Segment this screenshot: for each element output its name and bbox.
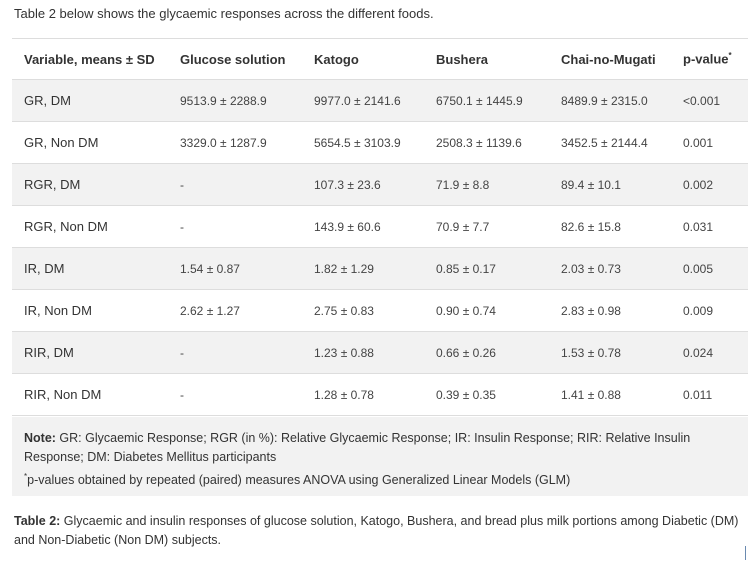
cell-p-value: 0.001 bbox=[671, 121, 748, 164]
table-row: RGR, Non DM -143.9 ± 60.6 70.9 ± 7.7 82.6 ±… bbox=[12, 205, 748, 248]
cell-glucose-solution: 1.54 ± 0.87 bbox=[168, 247, 302, 290]
table-caption: Table 2: Glycaemic and insulin responses… bbox=[14, 512, 744, 550]
cell-chai-no-mugati: 2.83 ± 0.98 bbox=[549, 289, 671, 332]
cell-glucose-solution: - bbox=[168, 373, 302, 416]
table-row: IR, Non DM 2.62 ± 1.27 2.75 ± 0.83 0.90 ± 0… bbox=[12, 289, 748, 332]
cell-p-value: 0.009 bbox=[671, 289, 748, 332]
table-note: Note: GR: Glycaemic Response; RGR (in %)… bbox=[12, 417, 748, 496]
table-row: RIR, Non DM -1.28 ± 0.78 0.39 ± 0.35 1.41 ±… bbox=[12, 373, 748, 416]
glycaemic-response-table: Variable, means ± SD Glucose solution Ka… bbox=[12, 39, 748, 416]
cell-glucose-solution: 9513.9 ± 2288.9 bbox=[168, 79, 302, 122]
cell-katogo: 1.82 ± 1.29 bbox=[302, 247, 424, 290]
caption-text: Glycaemic and insulin responses of gluco… bbox=[14, 514, 739, 547]
cell-bushera: 71.9 ± 8.8 bbox=[424, 163, 549, 206]
cell-chai-no-mugati: 1.53 ± 0.78 bbox=[549, 331, 671, 374]
cell-chai-no-mugati: 8489.9 ± 2315.0 bbox=[549, 79, 671, 122]
cell-p-value: <0.001 bbox=[671, 79, 748, 122]
cell-katogo: 1.23 ± 0.88 bbox=[302, 331, 424, 374]
note-label: Note: bbox=[24, 431, 56, 445]
cell-p-value: 0.011 bbox=[671, 373, 748, 416]
caption-label: Table 2: bbox=[14, 514, 61, 528]
table-row: RGR, DM -107.3 ± 23.6 71.9 ± 8.8 89.4 ± 10.… bbox=[12, 163, 748, 206]
cell-variable: IR, DM bbox=[12, 247, 168, 290]
intro-text: Table 2 below shows the glycaemic respon… bbox=[14, 6, 434, 21]
header-chai-no-mugati: Chai-no-Mugati bbox=[549, 39, 671, 80]
cell-chai-no-mugati: 1.41 ± 0.88 bbox=[549, 373, 671, 416]
header-glucose-solution: Glucose solution bbox=[168, 39, 302, 80]
cell-bushera: 0.39 ± 0.35 bbox=[424, 373, 549, 416]
cell-katogo: 2.75 ± 0.83 bbox=[302, 289, 424, 332]
note-footnote-mark: * bbox=[24, 472, 28, 481]
table-row: IR, DM 1.54 ± 0.87 1.82 ± 1.29 0.85 ± 0.17 2… bbox=[12, 247, 748, 290]
cell-glucose-solution: - bbox=[168, 205, 302, 248]
note-text: GR: Glycaemic Response; RGR (in %): Rela… bbox=[24, 431, 691, 464]
cell-variable: RIR, Non DM bbox=[12, 373, 168, 416]
cell-p-value: 0.024 bbox=[671, 331, 748, 374]
cell-bushera: 0.66 ± 0.26 bbox=[424, 331, 549, 374]
cell-p-value: 0.031 bbox=[671, 205, 748, 248]
header-p-value-footnote-mark: * bbox=[728, 51, 732, 61]
cell-variable: RGR, DM bbox=[12, 163, 168, 206]
cell-bushera: 70.9 ± 7.7 bbox=[424, 205, 549, 248]
table-row: GR, Non DM 3329.0 ± 1287.9 5654.5 ± 3103.9… bbox=[12, 121, 748, 164]
cell-bushera: 0.90 ± 0.74 bbox=[424, 289, 549, 332]
cell-katogo: 5654.5 ± 3103.9 bbox=[302, 121, 424, 164]
table-body: GR, DM 9513.9 ± 2288.9 9977.0 ± 2141.6 6750… bbox=[12, 79, 748, 416]
cell-chai-no-mugati: 3452.5 ± 2144.4 bbox=[549, 121, 671, 164]
header-variable: Variable, means ± SD bbox=[12, 39, 168, 80]
cell-bushera: 2508.3 ± 1139.6 bbox=[424, 121, 549, 164]
header-p-value-label: p-value bbox=[683, 51, 729, 67]
cell-bushera: 0.85 ± 0.17 bbox=[424, 247, 549, 290]
edge-mark bbox=[745, 546, 746, 560]
cell-variable: RGR, Non DM bbox=[12, 205, 168, 248]
cell-variable: RIR, DM bbox=[12, 331, 168, 374]
cell-chai-no-mugati: 89.4 ± 10.1 bbox=[549, 163, 671, 206]
header-bushera: Bushera bbox=[424, 39, 549, 80]
table-row: RIR, DM -1.23 ± 0.88 0.66 ± 0.26 1.53 ± 0.7… bbox=[12, 331, 748, 374]
header-katogo: Katogo bbox=[302, 39, 424, 80]
table-header-row: Variable, means ± SD Glucose solution Ka… bbox=[12, 39, 748, 80]
cell-glucose-solution: 2.62 ± 1.27 bbox=[168, 289, 302, 332]
cell-katogo: 9977.0 ± 2141.6 bbox=[302, 79, 424, 122]
cell-glucose-solution: - bbox=[168, 163, 302, 206]
cell-chai-no-mugati: 2.03 ± 0.73 bbox=[549, 247, 671, 290]
cell-glucose-solution: 3329.0 ± 1287.9 bbox=[168, 121, 302, 164]
cell-p-value: 0.005 bbox=[671, 247, 748, 290]
cell-p-value: 0.002 bbox=[671, 163, 748, 206]
table-row: GR, DM 9513.9 ± 2288.9 9977.0 ± 2141.6 6750… bbox=[12, 79, 748, 122]
cell-chai-no-mugati: 82.6 ± 15.8 bbox=[549, 205, 671, 248]
cell-katogo: 107.3 ± 23.6 bbox=[302, 163, 424, 206]
cell-bushera: 6750.1 ± 1445.9 bbox=[424, 79, 549, 122]
cell-variable: GR, DM bbox=[12, 79, 168, 122]
cell-variable: IR, Non DM bbox=[12, 289, 168, 332]
cell-katogo: 143.9 ± 60.6 bbox=[302, 205, 424, 248]
table-container: Variable, means ± SD Glucose solution Ka… bbox=[12, 38, 748, 416]
cell-glucose-solution: - bbox=[168, 331, 302, 374]
header-p-value: p-value* bbox=[671, 39, 748, 80]
cell-katogo: 1.28 ± 0.78 bbox=[302, 373, 424, 416]
cell-variable: GR, Non DM bbox=[12, 121, 168, 164]
note-footnote: p-values obtained by repeated (paired) m… bbox=[27, 473, 571, 488]
